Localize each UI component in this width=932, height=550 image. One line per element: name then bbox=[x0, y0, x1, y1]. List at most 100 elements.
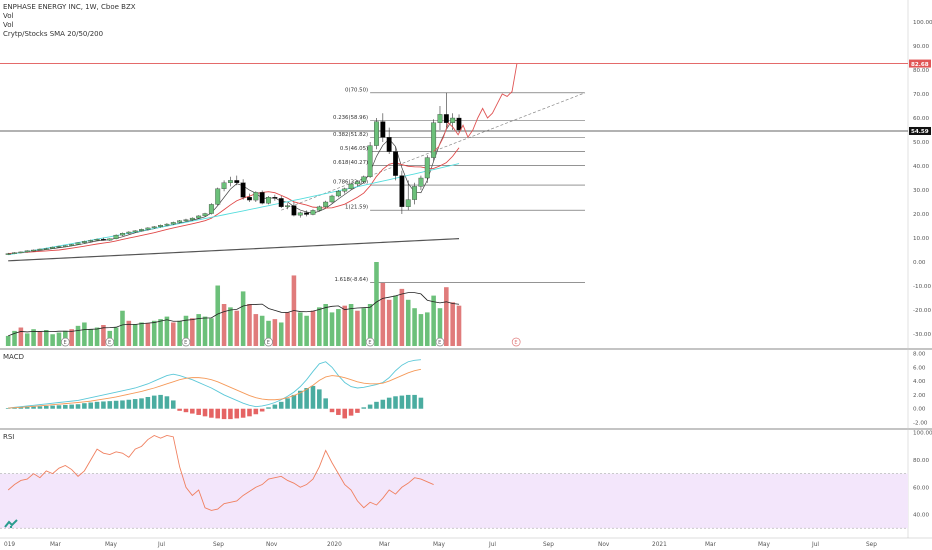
price-axis-tick: -10.00 bbox=[913, 284, 931, 290]
price-axis-tick: 20.00 bbox=[913, 212, 929, 218]
candle-body bbox=[37, 248, 43, 251]
volume-bar bbox=[132, 324, 138, 346]
rsi-axis-tick: 60.00 bbox=[913, 485, 929, 491]
volume-bar bbox=[386, 299, 392, 346]
sma-20-line bbox=[8, 119, 460, 254]
fib-level-label: 0.618(40.27) bbox=[333, 160, 368, 166]
macd-histogram-bar bbox=[56, 405, 62, 409]
sma-study-label[interactable]: Crytp/Stocks SMA 20/50/200 bbox=[3, 30, 104, 38]
macd-pane-title[interactable]: MACD bbox=[3, 353, 24, 361]
volume-bar bbox=[56, 332, 62, 346]
macd-histogram-bar bbox=[291, 394, 297, 409]
macd-histogram-bar bbox=[221, 408, 227, 420]
volume-bar bbox=[75, 325, 81, 346]
candle-body bbox=[329, 195, 335, 203]
macd-histogram-bar bbox=[393, 396, 398, 409]
volume-bar bbox=[323, 304, 328, 346]
candle-body bbox=[310, 210, 316, 215]
macd-line bbox=[8, 359, 421, 409]
macd-histogram-bar bbox=[88, 402, 94, 409]
candle-body bbox=[418, 177, 424, 187]
candle-body bbox=[145, 227, 151, 230]
macd-histogram-bar bbox=[240, 408, 246, 418]
candle-body bbox=[272, 197, 278, 199]
candle-body bbox=[393, 151, 398, 176]
macd-histogram-bar bbox=[31, 406, 36, 409]
volume-bar bbox=[196, 314, 201, 346]
volume-bar bbox=[393, 295, 398, 346]
volume-bar bbox=[253, 314, 259, 346]
candle-body bbox=[253, 192, 259, 201]
candle-body bbox=[177, 220, 183, 223]
volume-bar bbox=[82, 322, 87, 346]
rsi-axis-tick: 100.00 bbox=[913, 431, 932, 437]
price-axis-tick: -30.00 bbox=[913, 332, 931, 338]
price-axis-tick: 50.00 bbox=[913, 140, 929, 146]
vol-study-label-1[interactable]: Vol bbox=[3, 12, 14, 20]
candle-body bbox=[278, 198, 284, 207]
time-axis-tick: 019 bbox=[4, 542, 15, 548]
volume-bar bbox=[317, 307, 322, 346]
macd-histogram-bar bbox=[374, 401, 379, 409]
volume-bar bbox=[221, 304, 227, 346]
price-axis-tick: -20.00 bbox=[913, 308, 931, 314]
candle-body bbox=[234, 180, 240, 183]
macd-histogram-bar bbox=[120, 400, 125, 409]
volume-bar bbox=[259, 315, 265, 346]
fib-level-label: 1.618(-8.64) bbox=[335, 277, 369, 283]
volume-bar bbox=[145, 323, 151, 346]
fib-level-label: 1(21.59) bbox=[345, 205, 368, 211]
macd-histogram-bar bbox=[386, 397, 392, 409]
volume-bar bbox=[431, 295, 436, 346]
candle-body bbox=[215, 188, 221, 205]
candle-body bbox=[285, 205, 291, 207]
earnings-marker-label: E bbox=[108, 340, 111, 346]
candle-body bbox=[132, 230, 138, 233]
volume-bar bbox=[43, 330, 49, 346]
volume-bar bbox=[456, 305, 462, 346]
macd-histogram-bar bbox=[63, 404, 68, 409]
volume-bar bbox=[94, 327, 100, 346]
rsi-pane-title[interactable]: RSI bbox=[3, 433, 15, 441]
candle-body bbox=[437, 114, 443, 123]
time-axis-tick: May bbox=[105, 542, 118, 548]
volume-bar bbox=[5, 335, 11, 346]
candle-body bbox=[316, 206, 322, 211]
candle-body bbox=[323, 201, 329, 207]
vol-study-label-2[interactable]: Vol bbox=[3, 21, 14, 29]
macd-histogram-bar bbox=[272, 404, 278, 409]
time-axis-tick: Sep bbox=[543, 542, 554, 548]
macd-histogram-bar bbox=[75, 404, 81, 409]
candle-body bbox=[335, 191, 341, 197]
macd-axis-tick: 0.00 bbox=[913, 407, 926, 413]
tradingview-logo-icon[interactable] bbox=[4, 519, 18, 529]
macd-axis-tick: 4.00 bbox=[913, 379, 926, 385]
candle-body bbox=[107, 238, 113, 241]
chart-legend: ENPHASE ENERGY INC, 1W, Cboe BZX Vol Vol… bbox=[3, 3, 136, 39]
macd-histogram-bar bbox=[113, 400, 119, 409]
macd-histogram-bar bbox=[412, 394, 417, 409]
macd-histogram-bar bbox=[317, 389, 322, 409]
macd-histogram-bar bbox=[164, 396, 170, 409]
candle-body bbox=[12, 252, 17, 254]
candle-body bbox=[88, 240, 94, 242]
volume-bar bbox=[374, 262, 379, 346]
volume-bar bbox=[247, 304, 252, 346]
sma-50-line bbox=[8, 147, 460, 255]
time-axis-tick: Nov bbox=[598, 542, 610, 548]
symbol-title[interactable]: ENPHASE ENERGY INC, 1W, Cboe BZX bbox=[3, 3, 136, 11]
earnings-marker bbox=[511, 337, 521, 347]
volume-bar bbox=[399, 288, 405, 346]
rsi-line bbox=[7, 434, 434, 511]
macd-histogram-bar bbox=[82, 403, 87, 409]
volume-bar bbox=[355, 310, 360, 346]
volume-bar bbox=[285, 312, 290, 346]
candle-body bbox=[151, 226, 157, 229]
earnings-marker bbox=[365, 337, 375, 347]
fib-level-label: 0.5(46.05) bbox=[340, 146, 368, 152]
candle-body bbox=[62, 245, 68, 247]
candle-body bbox=[158, 225, 164, 227]
macd-histogram-bar bbox=[101, 401, 106, 409]
